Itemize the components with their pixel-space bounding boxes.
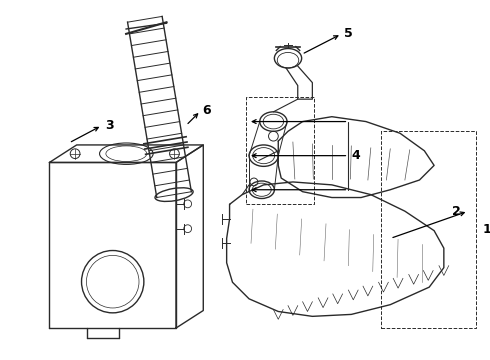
Text: 5: 5 <box>344 27 353 40</box>
Text: 3: 3 <box>105 119 114 132</box>
Text: 4: 4 <box>351 149 360 162</box>
Text: 2: 2 <box>452 205 461 218</box>
Text: 6: 6 <box>202 104 211 117</box>
Text: 1: 1 <box>483 223 490 236</box>
